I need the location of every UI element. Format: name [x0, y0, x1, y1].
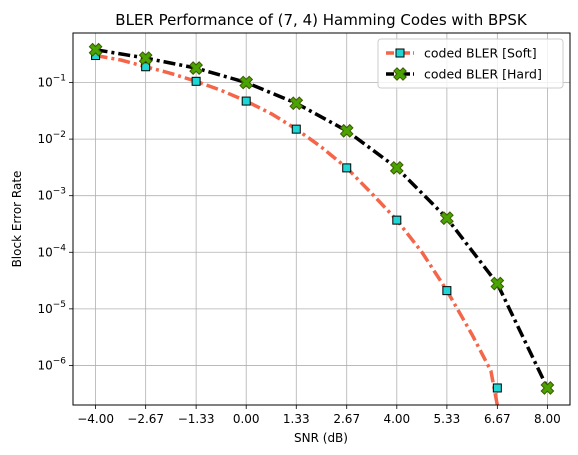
x-axis-label: SNR (dB) [294, 431, 348, 445]
legend-label-1: coded BLER [Soft] [424, 46, 537, 61]
series-2-point [239, 75, 254, 90]
chart-title: BLER Performance of (7, 4) Hamming Codes… [115, 11, 528, 29]
legend-label-2: coded BLER [Hard] [424, 67, 542, 82]
series-1-point [492, 383, 502, 393]
series-2-point [439, 211, 454, 226]
y-tick-label: 10−4 [37, 243, 66, 259]
legend-box [377, 38, 564, 89]
y-tick-label: 10−6 [37, 356, 66, 372]
y-tick-label: 10−1 [37, 74, 66, 90]
legend-marker-2 [393, 67, 407, 81]
series-1-point [141, 62, 151, 72]
x-tick-label: 1.33 [283, 412, 310, 426]
series-2-point [138, 51, 153, 66]
y-tick-label: 10−2 [37, 130, 66, 146]
x-tick-label: −4.00 [77, 412, 114, 426]
series-1-point [191, 76, 201, 86]
grid [73, 33, 570, 405]
plot-frame [72, 32, 571, 406]
legend-marker-1 [395, 48, 405, 58]
x-tick-label: 0.00 [233, 412, 260, 426]
series-1-point [342, 163, 352, 173]
series-line-2 [95, 47, 549, 389]
series-1-point [291, 124, 301, 134]
series-1-point [241, 96, 251, 106]
series-2-point [189, 61, 204, 75]
y-axis-label: Block Error Rate [10, 171, 24, 268]
series-2-point [540, 381, 555, 395]
series-2-point [88, 42, 103, 57]
series-2-point [490, 276, 505, 291]
x-tick-label: 4.00 [383, 412, 410, 426]
x-tick-label: −1.33 [178, 412, 215, 426]
x-tick-label: −2.67 [127, 412, 164, 426]
x-tick-label: 6.67 [484, 412, 511, 426]
series-1-point [392, 215, 402, 225]
series-line-1 [95, 53, 500, 405]
series-2-point [339, 123, 354, 138]
y-tick-label: 10−5 [37, 300, 66, 316]
x-tick-label: 5.33 [434, 412, 461, 426]
legend: coded BLER [Soft] coded BLER [Hard] [377, 38, 564, 89]
x-tick-label: 2.67 [333, 412, 360, 426]
y-tick-label: 10−3 [37, 187, 66, 203]
series-1-point [442, 286, 452, 296]
x-tick-label: 8.00 [534, 412, 561, 426]
series-2-point [389, 160, 404, 175]
series-2-point [289, 96, 304, 111]
